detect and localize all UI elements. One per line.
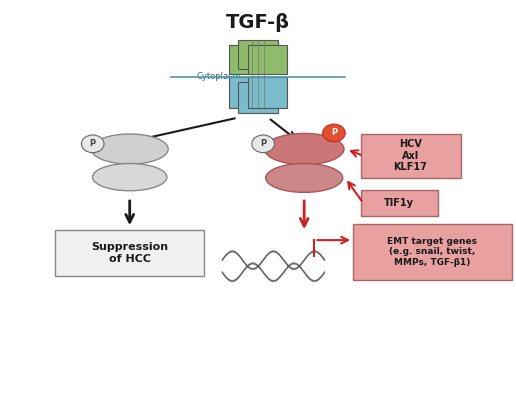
FancyBboxPatch shape (229, 45, 268, 74)
Text: Cytoplasm: Cytoplasm (197, 72, 241, 81)
Text: HCV
Axl
KLF17: HCV Axl KLF17 (394, 139, 427, 173)
Ellipse shape (92, 164, 167, 191)
Text: EMT target genes
(e.g. snail, twist,
MMPs, TGF-β1): EMT target genes (e.g. snail, twist, MMP… (388, 237, 477, 267)
Text: Smad3: Smad3 (285, 144, 323, 154)
Circle shape (252, 135, 275, 153)
FancyBboxPatch shape (248, 45, 287, 74)
Text: P: P (90, 139, 96, 148)
FancyBboxPatch shape (361, 134, 461, 178)
Text: P: P (331, 128, 337, 137)
Text: P: P (260, 139, 266, 148)
Ellipse shape (91, 134, 168, 164)
FancyBboxPatch shape (238, 40, 278, 69)
Circle shape (322, 124, 345, 142)
Text: Smad4: Smad4 (113, 172, 147, 182)
FancyBboxPatch shape (238, 82, 278, 113)
FancyBboxPatch shape (361, 190, 438, 216)
Text: Smad3: Smad3 (113, 144, 147, 154)
FancyBboxPatch shape (248, 77, 287, 108)
Ellipse shape (264, 133, 344, 165)
Text: TIF1y: TIF1y (384, 198, 414, 208)
Ellipse shape (266, 164, 343, 192)
Circle shape (82, 135, 104, 153)
FancyBboxPatch shape (353, 224, 512, 280)
Text: Smad4: Smad4 (285, 173, 323, 183)
Text: Suppression
of HCC: Suppression of HCC (91, 242, 168, 264)
Text: TGF-β: TGF-β (226, 13, 290, 32)
FancyBboxPatch shape (229, 77, 268, 108)
FancyBboxPatch shape (55, 230, 204, 276)
